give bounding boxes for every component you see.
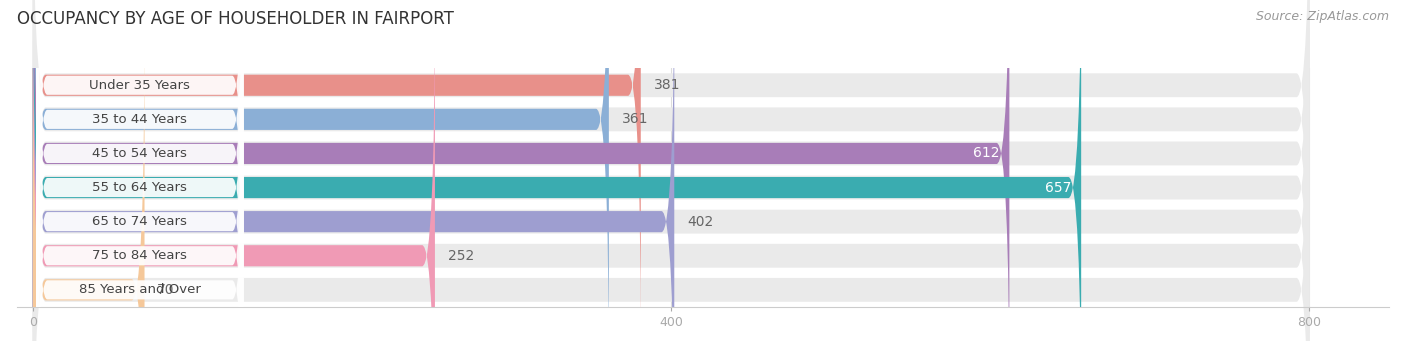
FancyBboxPatch shape — [32, 0, 675, 341]
Text: 85 Years and Over: 85 Years and Over — [79, 283, 201, 296]
Text: 612: 612 — [973, 146, 1000, 161]
FancyBboxPatch shape — [37, 0, 243, 341]
FancyBboxPatch shape — [32, 0, 1309, 341]
FancyBboxPatch shape — [37, 0, 243, 341]
Text: 402: 402 — [688, 214, 713, 229]
FancyBboxPatch shape — [32, 0, 1309, 341]
FancyBboxPatch shape — [32, 29, 1309, 341]
FancyBboxPatch shape — [32, 0, 1309, 341]
Text: 252: 252 — [447, 249, 474, 263]
FancyBboxPatch shape — [37, 27, 243, 341]
FancyBboxPatch shape — [32, 0, 1081, 341]
Text: 361: 361 — [621, 112, 648, 127]
FancyBboxPatch shape — [32, 0, 609, 341]
FancyBboxPatch shape — [32, 0, 434, 341]
Text: 75 to 84 Years: 75 to 84 Years — [93, 249, 187, 262]
FancyBboxPatch shape — [32, 0, 641, 341]
Text: 381: 381 — [654, 78, 681, 92]
Text: 35 to 44 Years: 35 to 44 Years — [93, 113, 187, 126]
FancyBboxPatch shape — [37, 0, 243, 314]
FancyBboxPatch shape — [32, 0, 1309, 341]
Text: Source: ZipAtlas.com: Source: ZipAtlas.com — [1256, 10, 1389, 23]
Text: 70: 70 — [157, 283, 174, 297]
FancyBboxPatch shape — [32, 0, 1309, 341]
Text: 55 to 64 Years: 55 to 64 Years — [93, 181, 187, 194]
Text: 65 to 74 Years: 65 to 74 Years — [93, 215, 187, 228]
FancyBboxPatch shape — [32, 0, 1010, 341]
Text: 657: 657 — [1045, 180, 1071, 195]
FancyBboxPatch shape — [37, 61, 243, 341]
FancyBboxPatch shape — [37, 0, 243, 341]
FancyBboxPatch shape — [37, 0, 243, 341]
Text: OCCUPANCY BY AGE OF HOUSEHOLDER IN FAIRPORT: OCCUPANCY BY AGE OF HOUSEHOLDER IN FAIRP… — [17, 10, 454, 28]
Text: 45 to 54 Years: 45 to 54 Years — [93, 147, 187, 160]
FancyBboxPatch shape — [32, 0, 1309, 341]
FancyBboxPatch shape — [32, 28, 145, 341]
Text: Under 35 Years: Under 35 Years — [90, 79, 190, 92]
